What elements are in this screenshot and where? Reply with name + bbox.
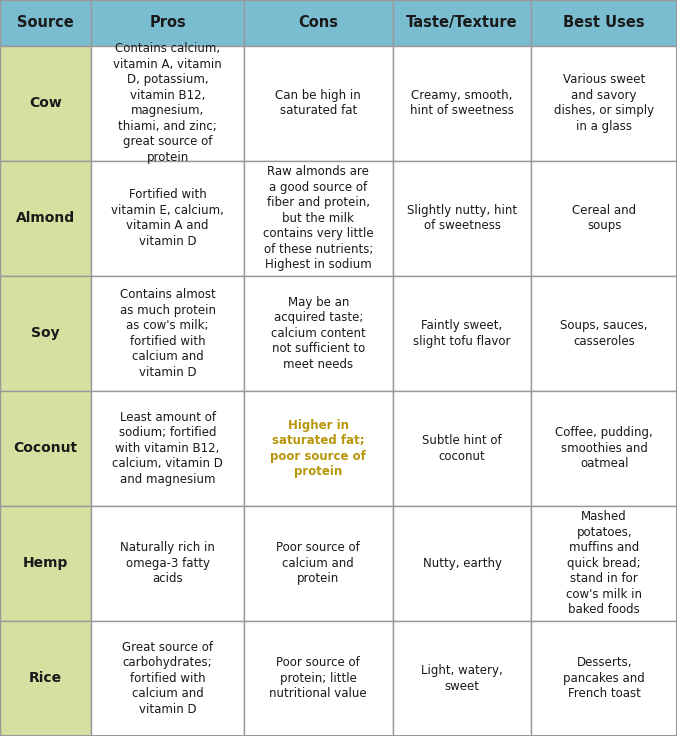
Text: Poor source of
protein; little
nutritional value: Poor source of protein; little nutrition… xyxy=(269,657,367,701)
Text: Great source of
carbohydrates;
fortified with
calcium and
vitamin D: Great source of carbohydrates; fortified… xyxy=(122,641,213,716)
Text: Faintly sweet,
slight tofu flavor: Faintly sweet, slight tofu flavor xyxy=(413,319,511,347)
FancyBboxPatch shape xyxy=(531,160,677,276)
FancyBboxPatch shape xyxy=(0,276,91,391)
Text: Hemp: Hemp xyxy=(23,556,68,570)
FancyBboxPatch shape xyxy=(244,506,393,621)
FancyBboxPatch shape xyxy=(0,621,91,736)
Text: Creamy, smooth,
hint of sweetness: Creamy, smooth, hint of sweetness xyxy=(410,89,514,118)
FancyBboxPatch shape xyxy=(0,391,91,506)
FancyBboxPatch shape xyxy=(91,621,244,736)
Text: Source: Source xyxy=(18,15,74,30)
FancyBboxPatch shape xyxy=(0,160,91,276)
FancyBboxPatch shape xyxy=(531,0,677,46)
FancyBboxPatch shape xyxy=(531,621,677,736)
Text: Desserts,
pancakes and
French toast: Desserts, pancakes and French toast xyxy=(563,657,645,701)
FancyBboxPatch shape xyxy=(393,621,531,736)
Text: Soy: Soy xyxy=(31,326,60,340)
FancyBboxPatch shape xyxy=(244,160,393,276)
FancyBboxPatch shape xyxy=(393,276,531,391)
FancyBboxPatch shape xyxy=(393,506,531,621)
FancyBboxPatch shape xyxy=(244,391,393,506)
FancyBboxPatch shape xyxy=(0,46,91,160)
Text: Cereal and
soups: Cereal and soups xyxy=(572,204,636,233)
Text: Subtle hint of
coconut: Subtle hint of coconut xyxy=(422,434,502,463)
FancyBboxPatch shape xyxy=(531,276,677,391)
FancyBboxPatch shape xyxy=(91,391,244,506)
Text: Least amount of
sodium; fortified
with vitamin B12,
calcium, vitamin D
and magne: Least amount of sodium; fortified with v… xyxy=(112,411,223,486)
FancyBboxPatch shape xyxy=(393,46,531,160)
FancyBboxPatch shape xyxy=(244,46,393,160)
FancyBboxPatch shape xyxy=(91,276,244,391)
Text: Taste/Texture: Taste/Texture xyxy=(406,15,518,30)
Text: Cons: Cons xyxy=(298,15,338,30)
Text: Contains calcium,
vitamin A, vitamin
D, potassium,
vitamin B12,
magnesium,
thiam: Contains calcium, vitamin A, vitamin D, … xyxy=(113,43,222,164)
Text: Soups, sauces,
casseroles: Soups, sauces, casseroles xyxy=(561,319,648,347)
FancyBboxPatch shape xyxy=(0,506,91,621)
Text: Naturally rich in
omega-3 fatty
acids: Naturally rich in omega-3 fatty acids xyxy=(120,542,215,585)
FancyBboxPatch shape xyxy=(393,0,531,46)
Text: Cow: Cow xyxy=(29,96,62,110)
Text: Almond: Almond xyxy=(16,211,75,225)
Text: Mashed
potatoes,
muffins and
quick bread;
stand in for
cow's milk in
baked foods: Mashed potatoes, muffins and quick bread… xyxy=(566,510,642,617)
Text: Nutty, earthy: Nutty, earthy xyxy=(422,557,502,570)
FancyBboxPatch shape xyxy=(244,621,393,736)
Text: Fortified with
vitamin E, calcium,
vitamin A and
vitamin D: Fortified with vitamin E, calcium, vitam… xyxy=(111,188,224,248)
Text: Slightly nutty, hint
of sweetness: Slightly nutty, hint of sweetness xyxy=(407,204,517,233)
Text: Coconut: Coconut xyxy=(14,442,78,456)
Text: Best Uses: Best Uses xyxy=(563,15,645,30)
Text: Coffee, pudding,
smoothies and
oatmeal: Coffee, pudding, smoothies and oatmeal xyxy=(555,426,653,470)
Text: Poor source of
calcium and
protein: Poor source of calcium and protein xyxy=(276,542,360,585)
Text: Various sweet
and savory
dishes, or simply
in a glass: Various sweet and savory dishes, or simp… xyxy=(554,74,654,133)
FancyBboxPatch shape xyxy=(91,506,244,621)
Text: May be an
acquired taste;
calcium content
not sufficient to
meet needs: May be an acquired taste; calcium conten… xyxy=(271,296,366,371)
Text: Raw almonds are
a good source of
fiber and protein,
but the milk
contains very l: Raw almonds are a good source of fiber a… xyxy=(263,165,374,272)
Text: Light, watery,
sweet: Light, watery, sweet xyxy=(421,664,503,693)
Text: Higher in
saturated fat;
poor source of
protein: Higher in saturated fat; poor source of … xyxy=(270,419,366,478)
FancyBboxPatch shape xyxy=(91,160,244,276)
FancyBboxPatch shape xyxy=(531,506,677,621)
Text: Contains almost
as much protein
as cow's milk;
fortified with
calcium and
vitami: Contains almost as much protein as cow's… xyxy=(120,288,215,378)
FancyBboxPatch shape xyxy=(531,46,677,160)
FancyBboxPatch shape xyxy=(244,276,393,391)
Text: Rice: Rice xyxy=(29,671,62,685)
Text: Can be high in
saturated fat: Can be high in saturated fat xyxy=(276,89,361,118)
Text: Pros: Pros xyxy=(149,15,186,30)
FancyBboxPatch shape xyxy=(244,0,393,46)
FancyBboxPatch shape xyxy=(393,160,531,276)
FancyBboxPatch shape xyxy=(91,46,244,160)
FancyBboxPatch shape xyxy=(531,391,677,506)
FancyBboxPatch shape xyxy=(91,0,244,46)
FancyBboxPatch shape xyxy=(0,0,91,46)
FancyBboxPatch shape xyxy=(393,391,531,506)
